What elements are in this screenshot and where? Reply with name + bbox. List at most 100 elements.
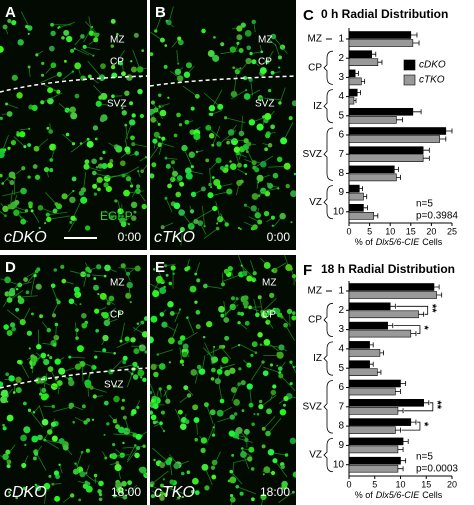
- error-bar: [397, 466, 404, 472]
- cell: [6, 111, 13, 117]
- cell: [279, 408, 287, 416]
- cell-process: [80, 48, 94, 57]
- cell: [250, 353, 254, 357]
- cell: [243, 203, 247, 207]
- layer-label: CP: [258, 57, 272, 68]
- cell: [107, 162, 114, 169]
- cell-process: [74, 48, 90, 56]
- cell: [11, 20, 17, 26]
- cell: [178, 123, 183, 127]
- cell: [11, 74, 18, 81]
- error-bar: [400, 458, 407, 464]
- cell: [226, 188, 233, 195]
- cell: [93, 277, 97, 280]
- error-bar: [445, 128, 453, 134]
- cell: [110, 18, 116, 24]
- cell: [40, 73, 45, 77]
- cell: [64, 447, 67, 450]
- cell: [63, 29, 70, 36]
- cell: [229, 476, 237, 484]
- cell: [182, 343, 189, 350]
- cell: [128, 119, 136, 126]
- cell: [92, 394, 97, 399]
- cell: [163, 64, 168, 69]
- cell: [46, 327, 51, 333]
- error-bar: [418, 311, 425, 317]
- cell: [167, 301, 174, 308]
- cell: [104, 456, 108, 460]
- cell: [278, 66, 281, 69]
- cell-process: [126, 447, 139, 463]
- cell: [161, 321, 168, 328]
- cell-process: [165, 157, 178, 160]
- cell: [108, 368, 114, 375]
- cell: [70, 493, 75, 498]
- cell: [152, 268, 156, 271]
- cell: [37, 434, 43, 441]
- cell: [54, 202, 59, 206]
- cell: [271, 267, 278, 274]
- cell: [94, 308, 100, 314]
- significance-label: *: [418, 422, 430, 427]
- zone-label: IZ: [313, 353, 322, 364]
- error-bar: [410, 419, 417, 425]
- zone-bracket: [323, 341, 334, 376]
- cell: [260, 160, 267, 168]
- cell: [229, 469, 234, 474]
- cell-process: [30, 275, 36, 296]
- genotype-label: cTKO: [154, 484, 195, 501]
- cell: [153, 131, 160, 138]
- cell-process: [31, 357, 41, 368]
- cell: [244, 320, 250, 326]
- bar: [348, 192, 364, 201]
- cell: [240, 451, 247, 458]
- cell: [207, 49, 215, 57]
- cell: [256, 412, 260, 416]
- cell: [260, 493, 267, 501]
- cell: [150, 315, 158, 323]
- cell: [258, 404, 264, 410]
- cell: [164, 264, 168, 268]
- cell: [26, 330, 33, 336]
- cell: [247, 456, 253, 462]
- image-panel: B MZ CP SVZ cTKO 0:00: [149, 0, 297, 250]
- annotation: n=5: [416, 452, 433, 463]
- cell: [142, 377, 147, 382]
- cell-process: [212, 125, 221, 146]
- annotation: n=5: [416, 199, 433, 210]
- bar: [348, 418, 412, 426]
- cell-process: [113, 433, 135, 436]
- cell-process: [206, 346, 224, 355]
- cell: [92, 183, 98, 189]
- significance-label: **: [431, 401, 443, 410]
- cell: [208, 105, 216, 112]
- cell: [121, 480, 127, 487]
- boundary-dash: [149, 75, 297, 87]
- layer-label: CP: [110, 310, 124, 321]
- cell: [118, 311, 121, 315]
- cell: [6, 414, 14, 422]
- cell: [17, 297, 25, 305]
- cell: [180, 471, 185, 476]
- cell: [193, 417, 200, 423]
- y-tick-label: 7: [338, 401, 344, 412]
- cell: [289, 437, 296, 445]
- cell: [47, 429, 53, 435]
- error-bar: [410, 331, 417, 337]
- cell: [133, 210, 137, 214]
- cell: [251, 422, 255, 426]
- cell: [110, 44, 115, 48]
- cell: [150, 414, 157, 421]
- cell-process: [44, 439, 64, 445]
- cell: [78, 498, 82, 502]
- cell-process: [91, 387, 107, 393]
- cell: [32, 456, 37, 461]
- cells: [150, 6, 296, 246]
- cell-process: [165, 198, 173, 213]
- legend-swatch: [403, 74, 416, 86]
- cell: [245, 57, 252, 65]
- cell: [240, 22, 246, 28]
- cell: [267, 38, 271, 41]
- cell: [103, 274, 107, 278]
- cell: [211, 176, 215, 179]
